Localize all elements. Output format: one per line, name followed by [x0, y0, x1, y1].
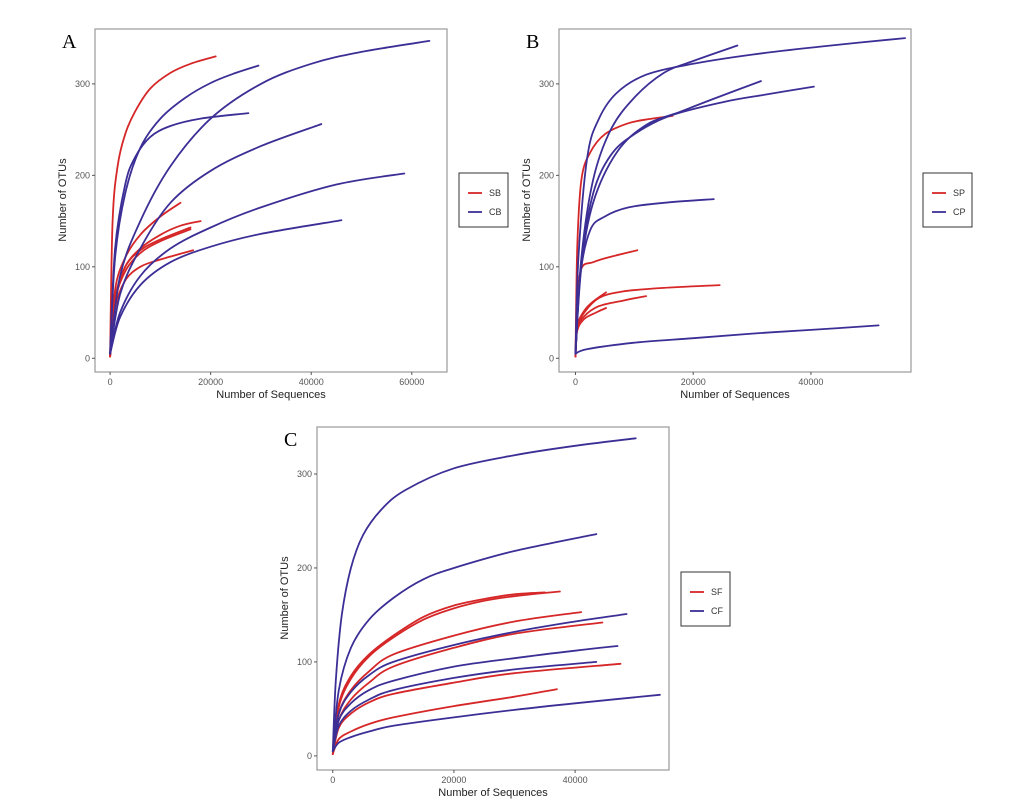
x-tick-label: 20000	[198, 377, 223, 387]
y-tick-label: 300	[297, 469, 312, 479]
legend-label: SB	[489, 188, 501, 198]
panel-letter: C	[284, 429, 297, 451]
y-tick-label: 200	[75, 170, 90, 180]
y-tick-label: 100	[75, 262, 90, 272]
x-tick-label: 20000	[441, 775, 466, 785]
panel-c: 0 20000 40000 0 100 200 300 Number of Sequences…	[279, 426, 731, 799]
panel-letter: A	[62, 31, 77, 53]
x-tick-label: 40000	[798, 377, 823, 387]
x-tick-label: 40000	[563, 775, 588, 785]
x-tick-label: 20000	[681, 377, 706, 387]
series-line-cf	[331, 645, 619, 753]
series-line-cp	[574, 37, 906, 355]
series-line-sb	[109, 228, 192, 358]
x-tick-label: 0	[108, 377, 113, 387]
series-line-cb	[109, 112, 250, 355]
y-tick-label: 200	[539, 170, 554, 180]
series-line-sb	[109, 201, 182, 358]
legend: SF CF	[680, 571, 731, 627]
legend-label: CP	[953, 207, 966, 217]
x-tick-label: 0	[573, 377, 578, 387]
series-line-sf	[331, 662, 622, 755]
series-line-cf	[331, 437, 637, 753]
series-lines	[574, 37, 906, 358]
series-line-cp	[574, 198, 715, 355]
legend: SB CB	[458, 172, 509, 228]
series-line-cf	[331, 661, 598, 753]
y-axis-title: Number of OTUs	[521, 158, 533, 242]
x-tick-label: 40000	[299, 377, 324, 387]
panel-letter: B	[526, 31, 539, 53]
series-line-sf	[331, 591, 546, 755]
legend-label: CF	[711, 606, 723, 616]
plot-frame	[94, 28, 448, 373]
series-line-cp	[574, 324, 880, 355]
y-tick-label: 0	[307, 751, 312, 761]
x-axis-title: Number of Sequences	[438, 787, 548, 799]
y-axis-title: Number of OTUs	[279, 556, 291, 640]
series-lines	[331, 437, 661, 755]
series-line-sf	[331, 590, 561, 755]
x-axis-title: Number of Sequences	[216, 389, 326, 401]
series-line-cb	[109, 172, 406, 355]
series-line-cb	[109, 123, 323, 355]
series-line-cf	[331, 693, 661, 753]
x-tick-label: 0	[330, 775, 335, 785]
legend-label: CB	[489, 207, 502, 217]
y-axis-title: Number of OTUs	[57, 158, 69, 242]
series-line-sf	[331, 688, 558, 755]
y-tick-label: 0	[85, 353, 90, 363]
panel-b: 0 20000 40000 0 100 200 300 Number of Sequences…	[521, 28, 973, 401]
series-line-cf	[331, 613, 628, 753]
y-tick-label: 100	[539, 262, 554, 272]
series-line-cb	[109, 40, 431, 355]
x-axis-title: Number of Sequences	[680, 389, 790, 401]
legend-box	[458, 172, 509, 228]
legend-label: SP	[953, 188, 965, 198]
y-tick-label: 300	[75, 79, 90, 89]
plot-frame	[558, 28, 912, 373]
y-tick-label: 300	[539, 79, 554, 89]
legend: SP CP	[922, 172, 973, 228]
y-tick-label: 200	[297, 563, 312, 573]
series-lines	[109, 40, 431, 358]
x-tick-label: 60000	[399, 377, 424, 387]
series-line-cf	[331, 533, 598, 753]
y-tick-label: 100	[297, 657, 312, 667]
series-line-sp	[574, 115, 674, 358]
legend-box	[922, 172, 973, 228]
series-line-cb	[109, 219, 343, 355]
series-line-sb	[109, 55, 217, 358]
panel-a: 0 20000 40000 60000 0 100 200 300 Number of Sequ…	[57, 28, 509, 401]
y-tick-label: 0	[549, 353, 554, 363]
legend-label: SF	[711, 587, 723, 597]
legend-box	[680, 571, 731, 627]
series-line-cp	[574, 85, 815, 355]
